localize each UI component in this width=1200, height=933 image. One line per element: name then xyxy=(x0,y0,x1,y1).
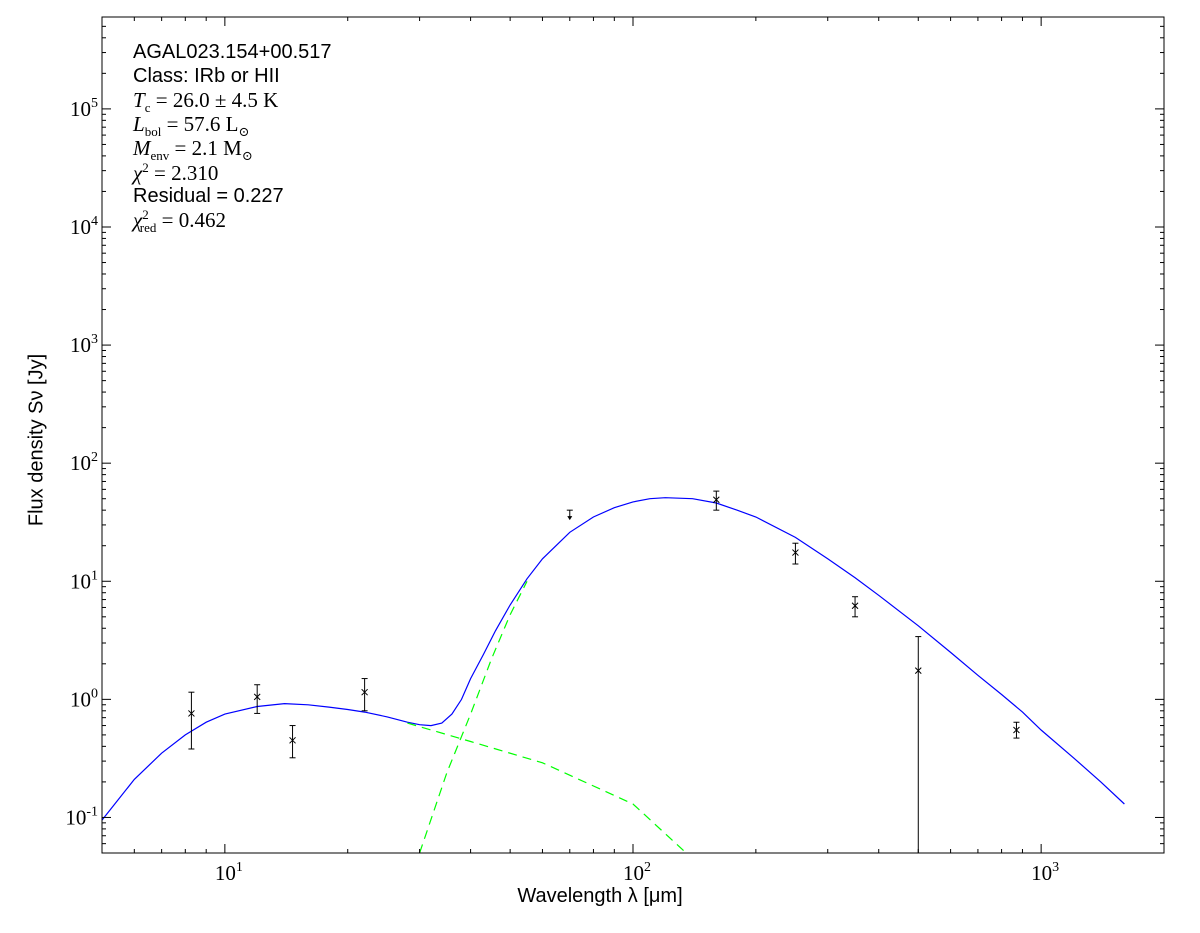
data-point-marker xyxy=(289,736,296,744)
temperature-label: Tc = 26.0 ± 4.5 K xyxy=(133,88,279,116)
y-tick-label: 103 xyxy=(70,332,98,357)
y-tick-label: 100 xyxy=(70,686,98,711)
component-curve-1 xyxy=(407,722,687,853)
axis-ticks xyxy=(101,16,1165,854)
x-tick-label: 101 xyxy=(215,860,243,885)
chi2-value: 2.310 xyxy=(171,161,219,185)
chi2-label: χ2 = 2.310 xyxy=(133,160,219,185)
envelope-mass-label: Menv = 2.1 M⊙ xyxy=(133,136,253,164)
luminosity-value: 57.6 xyxy=(183,112,221,136)
data-point-marker xyxy=(792,549,799,556)
data-point-marker xyxy=(914,667,922,675)
component-curve-2 xyxy=(419,581,528,853)
data-point-marker xyxy=(361,688,368,696)
envelope-mass-value: 2.1 xyxy=(191,136,218,160)
y-tick-label: 104 xyxy=(70,214,98,239)
y-tick-label: 102 xyxy=(70,450,98,475)
data-point-marker xyxy=(188,710,195,717)
temperature-value: 26.0 ± 4.5 xyxy=(172,88,258,112)
plot-frame xyxy=(101,16,1165,854)
y-tick-label: 10-1 xyxy=(65,804,98,829)
data-points xyxy=(188,490,1020,853)
data-point-marker xyxy=(712,496,720,504)
source-name: AGAL023.154+00.517 xyxy=(133,41,332,63)
chi2-red-label: χ2red = 0.462 xyxy=(133,207,226,236)
y-axis-label: Flux density Sν [Jy] xyxy=(25,353,48,527)
data-point-marker xyxy=(851,602,859,610)
x-tick-label: 103 xyxy=(1031,860,1059,885)
x-axis-label: Wavelength λ [μm] xyxy=(517,885,683,907)
y-tick-label: 101 xyxy=(70,568,98,593)
class-label: Class: IRb or HII xyxy=(133,65,280,87)
data-point-marker xyxy=(253,693,261,701)
chi2-red-value: 0.462 xyxy=(178,208,226,232)
x-tick-label: 102 xyxy=(623,860,651,885)
data-point-marker xyxy=(1013,726,1020,734)
upper-limit-arrow xyxy=(567,516,573,521)
y-tick-label: 105 xyxy=(70,96,98,121)
luminosity-label: Lbol = 57.6 L⊙ xyxy=(133,112,250,140)
model-curves xyxy=(102,497,1125,853)
residual-label: Residual = 0.227 xyxy=(133,185,284,207)
total-model-curve xyxy=(102,497,1125,821)
